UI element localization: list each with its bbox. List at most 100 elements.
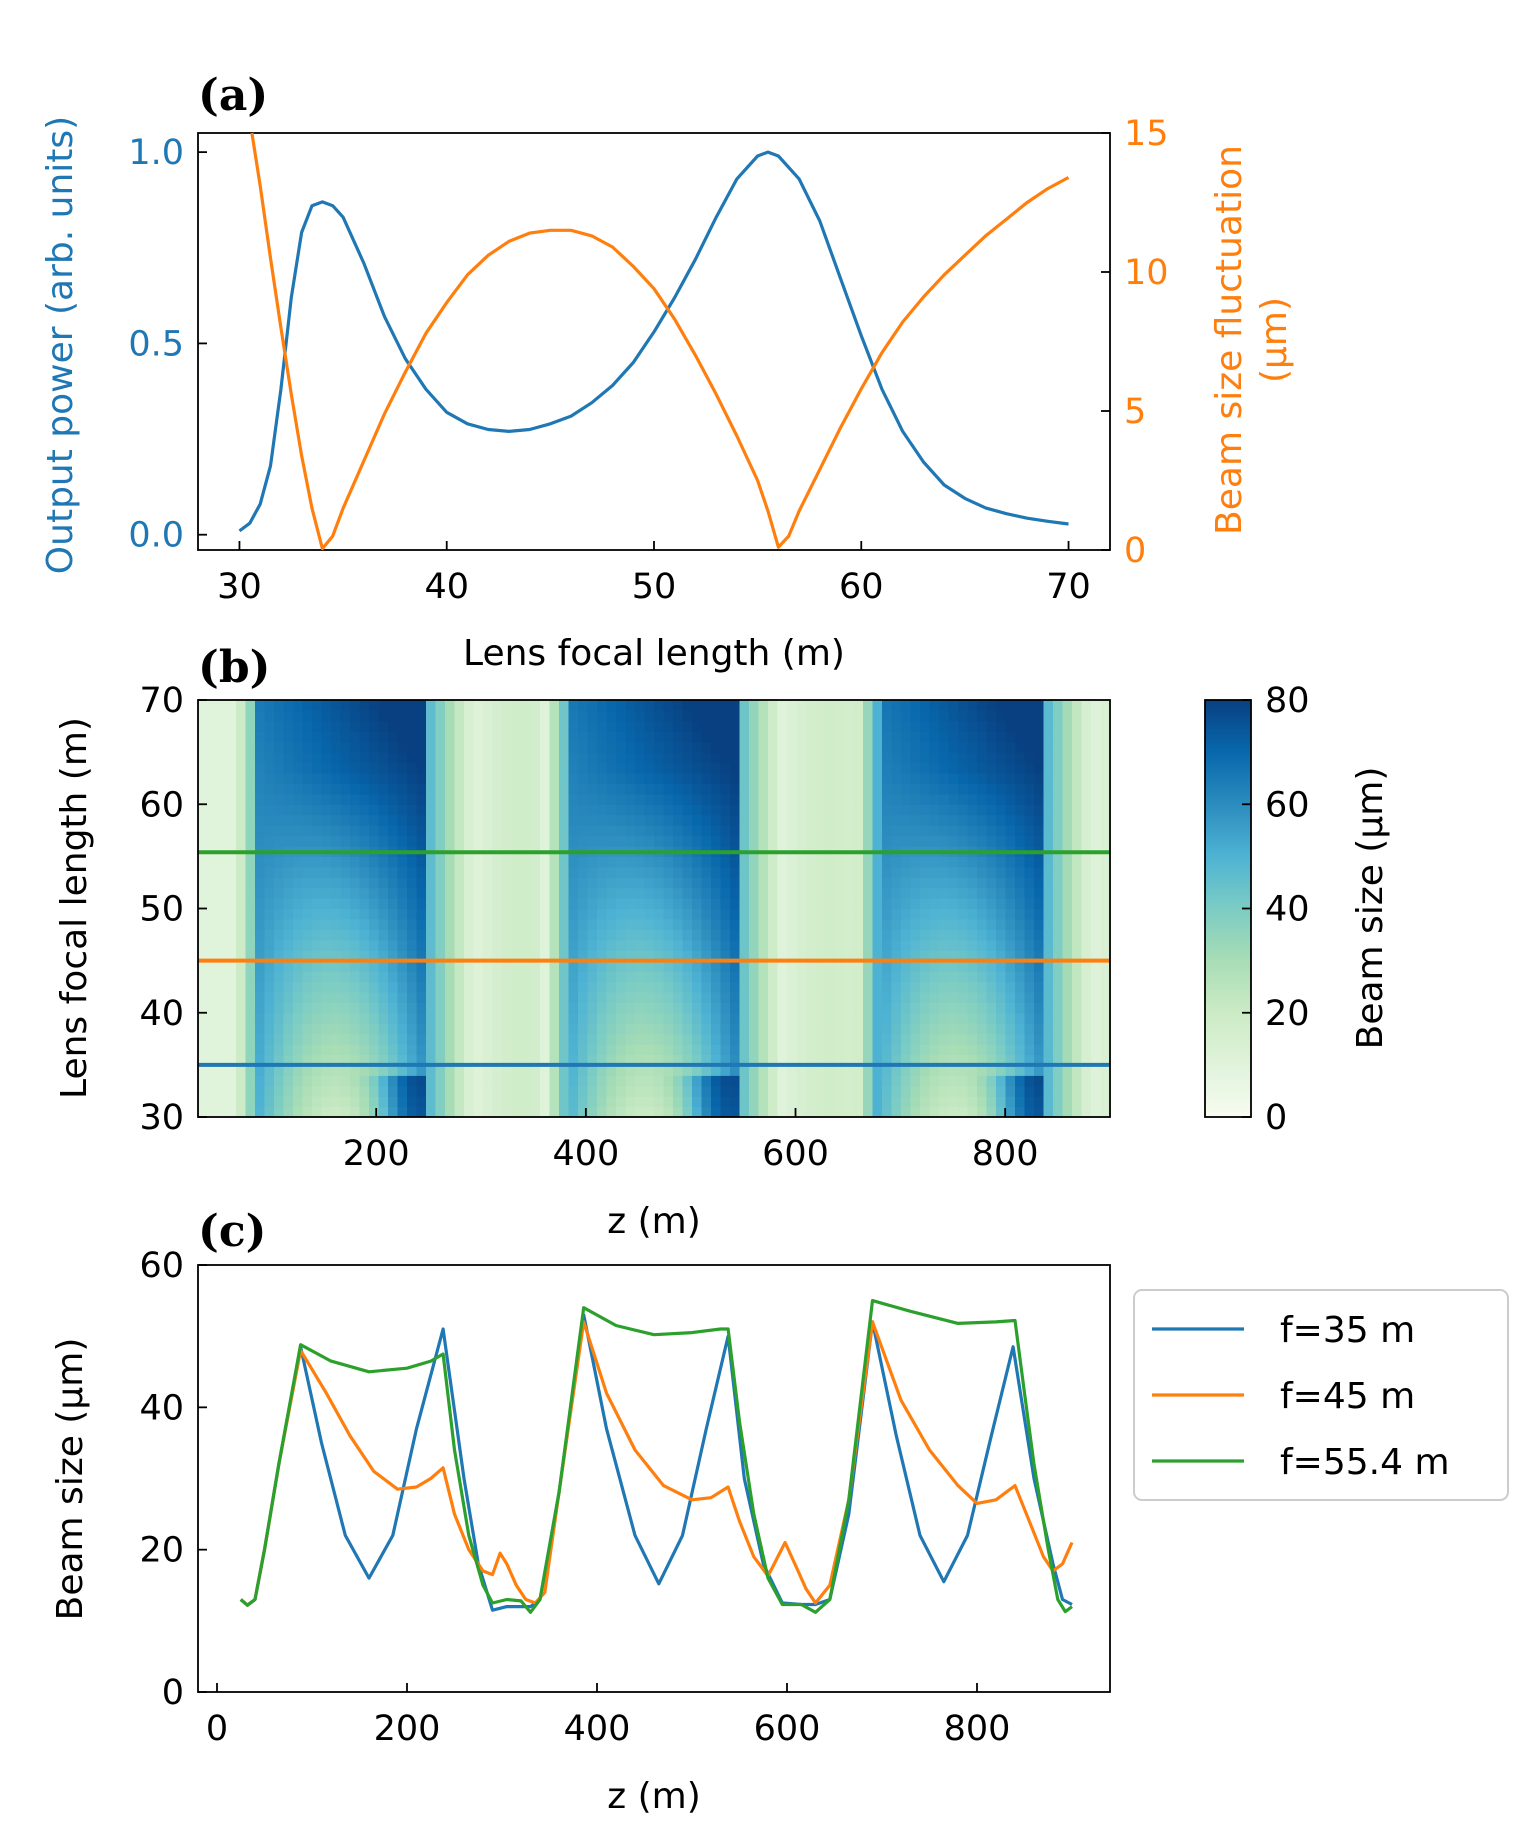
heatmap-cell [673,1044,683,1055]
heatmap-cell [844,1086,854,1097]
heatmap-cell [597,992,607,1003]
heatmap-cell [293,794,303,805]
heatmap-cell [892,929,902,940]
heatmap-cell [436,825,446,836]
heatmap-cell [692,794,702,805]
heatmap-cell [1034,1013,1044,1024]
heatmap-cell [531,1096,541,1107]
heatmap-cell [730,867,740,878]
heatmap-cell [464,992,474,1003]
heatmap-cell [588,731,598,742]
heatmap-cell [331,940,341,951]
heatmap-cell [616,804,626,815]
heatmap-cell [968,1034,978,1045]
heatmap-cell [464,752,474,763]
heatmap-cell [1053,742,1063,753]
heatmap-cell [892,1023,902,1034]
heatmap-cell [569,752,579,763]
heatmap-cell [1015,1002,1025,1013]
heatmap-cell [521,710,531,721]
heatmap-cell [892,919,902,930]
heatmap-cell [236,856,246,867]
heatmap-cell [607,992,617,1003]
heatmap-cell [445,825,455,836]
heatmap-cell [996,877,1006,888]
heatmap-cell [645,815,655,826]
heatmap-cell [255,992,265,1003]
heatmap-cell [1082,721,1092,732]
heatmap-cell [863,1075,873,1086]
heatmap-cell [968,909,978,920]
heatmap-cell [360,1096,370,1107]
heatmap-cell [844,1034,854,1045]
heatmap-cell [930,971,940,982]
heatmap-cell [911,929,921,940]
heatmap-cell [1006,731,1016,742]
heatmap-cell [749,940,759,951]
heatmap-cell [702,1034,712,1045]
heatmap-cell [702,731,712,742]
heatmap-cell [483,919,493,930]
x-tick-label: 60 [839,567,884,607]
heatmap-cell [664,971,674,982]
heatmap-cell [198,825,208,836]
heatmap-cell [379,742,389,753]
heatmap-cell [274,877,284,888]
heatmap-cell [920,742,930,753]
heatmap-cell [274,940,284,951]
heatmap-cell [265,794,275,805]
heatmap-cell [1091,1075,1101,1086]
heatmap-cell [227,1075,237,1086]
heatmap-cell [474,981,484,992]
heatmap-cell [284,940,294,951]
heatmap-cell [1063,1096,1073,1107]
heatmap-cell [559,1096,569,1107]
heatmap-cell [797,1013,807,1024]
heatmap-cell [635,940,645,951]
heatmap-cell [797,919,807,930]
heatmap-cell [540,815,550,826]
heatmap-cell [806,1013,816,1024]
heatmap-cell [236,1002,246,1013]
heatmap-cell [597,731,607,742]
heatmap-cell [360,783,370,794]
heatmap-cell [265,1107,275,1118]
heatmap-cell [654,1086,664,1097]
heatmap-cell [1015,1013,1025,1024]
heatmap-cell [873,981,883,992]
heatmap-cell [730,1013,740,1024]
heatmap-cell [996,731,1006,742]
heatmap-cell [977,1075,987,1086]
heatmap-cell [426,971,436,982]
heatmap-cell [882,710,892,721]
heatmap-cell [312,856,322,867]
heatmap-cell [236,752,246,763]
panel-a-frame [198,133,1110,550]
heatmap-cell [445,1002,455,1013]
heatmap-cell [987,981,997,992]
heatmap-cell [854,1013,864,1024]
heatmap-cell [559,783,569,794]
heatmap-cell [388,940,398,951]
heatmap-cell [303,867,313,878]
heatmap-cell [569,763,579,774]
heatmap-cell [265,804,275,815]
heatmap-cell [692,763,702,774]
heatmap-cell [616,1044,626,1055]
heatmap-cell [588,856,598,867]
heatmap-cell [198,763,208,774]
heatmap-cell [787,1075,797,1086]
heatmap-cell [749,898,759,909]
heatmap-cell [1053,971,1063,982]
heatmap-cell [635,700,645,711]
heatmap-cell [692,742,702,753]
heatmap-cell [246,1075,256,1086]
heatmap-cell [540,731,550,742]
heatmap-cell [740,940,750,951]
heatmap-cell [550,856,560,867]
heatmap-cell [768,721,778,732]
heatmap-cell [816,1013,826,1024]
heatmap-cell [635,888,645,899]
heatmap-cell [559,1075,569,1086]
heatmap-cell [398,919,408,930]
